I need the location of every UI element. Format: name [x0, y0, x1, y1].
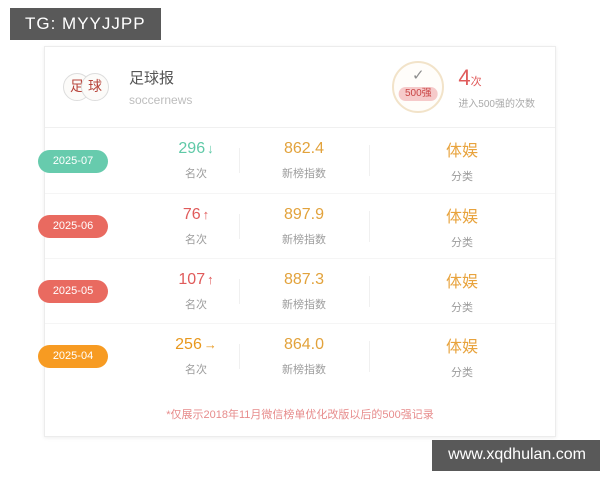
month-badge: 2025-06	[38, 215, 108, 238]
category-label: 分类	[451, 236, 473, 249]
index-label: 新榜指数	[282, 363, 326, 376]
category-label: 分类	[451, 366, 473, 379]
month-badge: 2025-04	[38, 345, 108, 368]
top500-count-value: 4	[458, 64, 471, 90]
rank-value: 296	[178, 140, 206, 157]
index-label: 新榜指数	[282, 233, 326, 246]
top500-count-unit: 次	[470, 75, 482, 88]
category-value: 体娱	[445, 208, 478, 226]
category-label: 分类	[451, 301, 473, 314]
rank-label: 名次	[185, 363, 207, 376]
trend-up-icon: ↑	[202, 206, 210, 222]
table-row: 2025-07 296 ↓ 名次 862.4 新榜指数 体娱 分类	[38, 128, 555, 193]
table-row: 2025-04 256 → 名次 864.0 新榜指数 体娱 分类	[38, 323, 555, 388]
trend-down-icon: ↓	[207, 141, 214, 156]
top500-ring-badge: ✓ 500强	[392, 61, 445, 113]
footnote-disclaimer: *仅展示2018年11月微信榜单优化改版以后的500强记录	[166, 409, 434, 421]
index-value: 887.3	[283, 270, 325, 288]
top500-count-caption: 进入500强的次数	[458, 98, 535, 110]
index-value: 864.0	[283, 335, 325, 353]
site-watermark: www.xqdhulan.com	[432, 440, 600, 471]
table-row: 2025-06 76 ↑ 名次 897.9 新榜指数 体娱 分类	[38, 193, 555, 258]
index-label: 新榜指数	[282, 298, 326, 311]
account-name: 足球报	[129, 70, 175, 87]
rank-value: 107	[178, 270, 206, 288]
index-value: 897.9	[283, 205, 325, 223]
category-label: 分类	[451, 171, 473, 183]
index-label: 新榜指数	[282, 168, 326, 180]
account-header: 足 球 足球报 soccernews ✓ 500强 4次 进入500强的次数	[45, 47, 555, 128]
rank-label: 名次	[185, 233, 207, 246]
tg-contact-badge: TG: MYYJJPP	[10, 8, 161, 40]
category-value: 体娱	[445, 338, 478, 356]
category-value: 体娱	[445, 273, 478, 291]
month-badge: 2025-05	[38, 280, 108, 303]
check-icon: ✓	[412, 67, 425, 84]
account-avatar: 足 球	[63, 72, 109, 102]
ranking-card: 足 球 足球报 soccernews ✓ 500强 4次 进入500强的次数 2…	[38, 46, 556, 437]
category-value: 体娱	[445, 143, 478, 160]
rank-value: 256	[175, 335, 202, 353]
trend-flat-icon: →	[203, 336, 217, 352]
month-badge: 2025-07	[38, 149, 108, 173]
rank-value: 76	[182, 205, 201, 223]
rank-label: 名次	[185, 168, 207, 180]
rank-label: 名次	[185, 298, 207, 311]
index-value: 862.4	[283, 140, 325, 157]
table-row: 2025-05 107 ↑ 名次 887.3 新榜指数 体娱 分类	[38, 258, 555, 323]
top500-label: 500强	[398, 87, 438, 101]
avatar-logo-icon: 球	[81, 73, 109, 101]
account-handle: soccernews	[129, 93, 193, 107]
trend-up-icon: ↑	[207, 271, 214, 287]
